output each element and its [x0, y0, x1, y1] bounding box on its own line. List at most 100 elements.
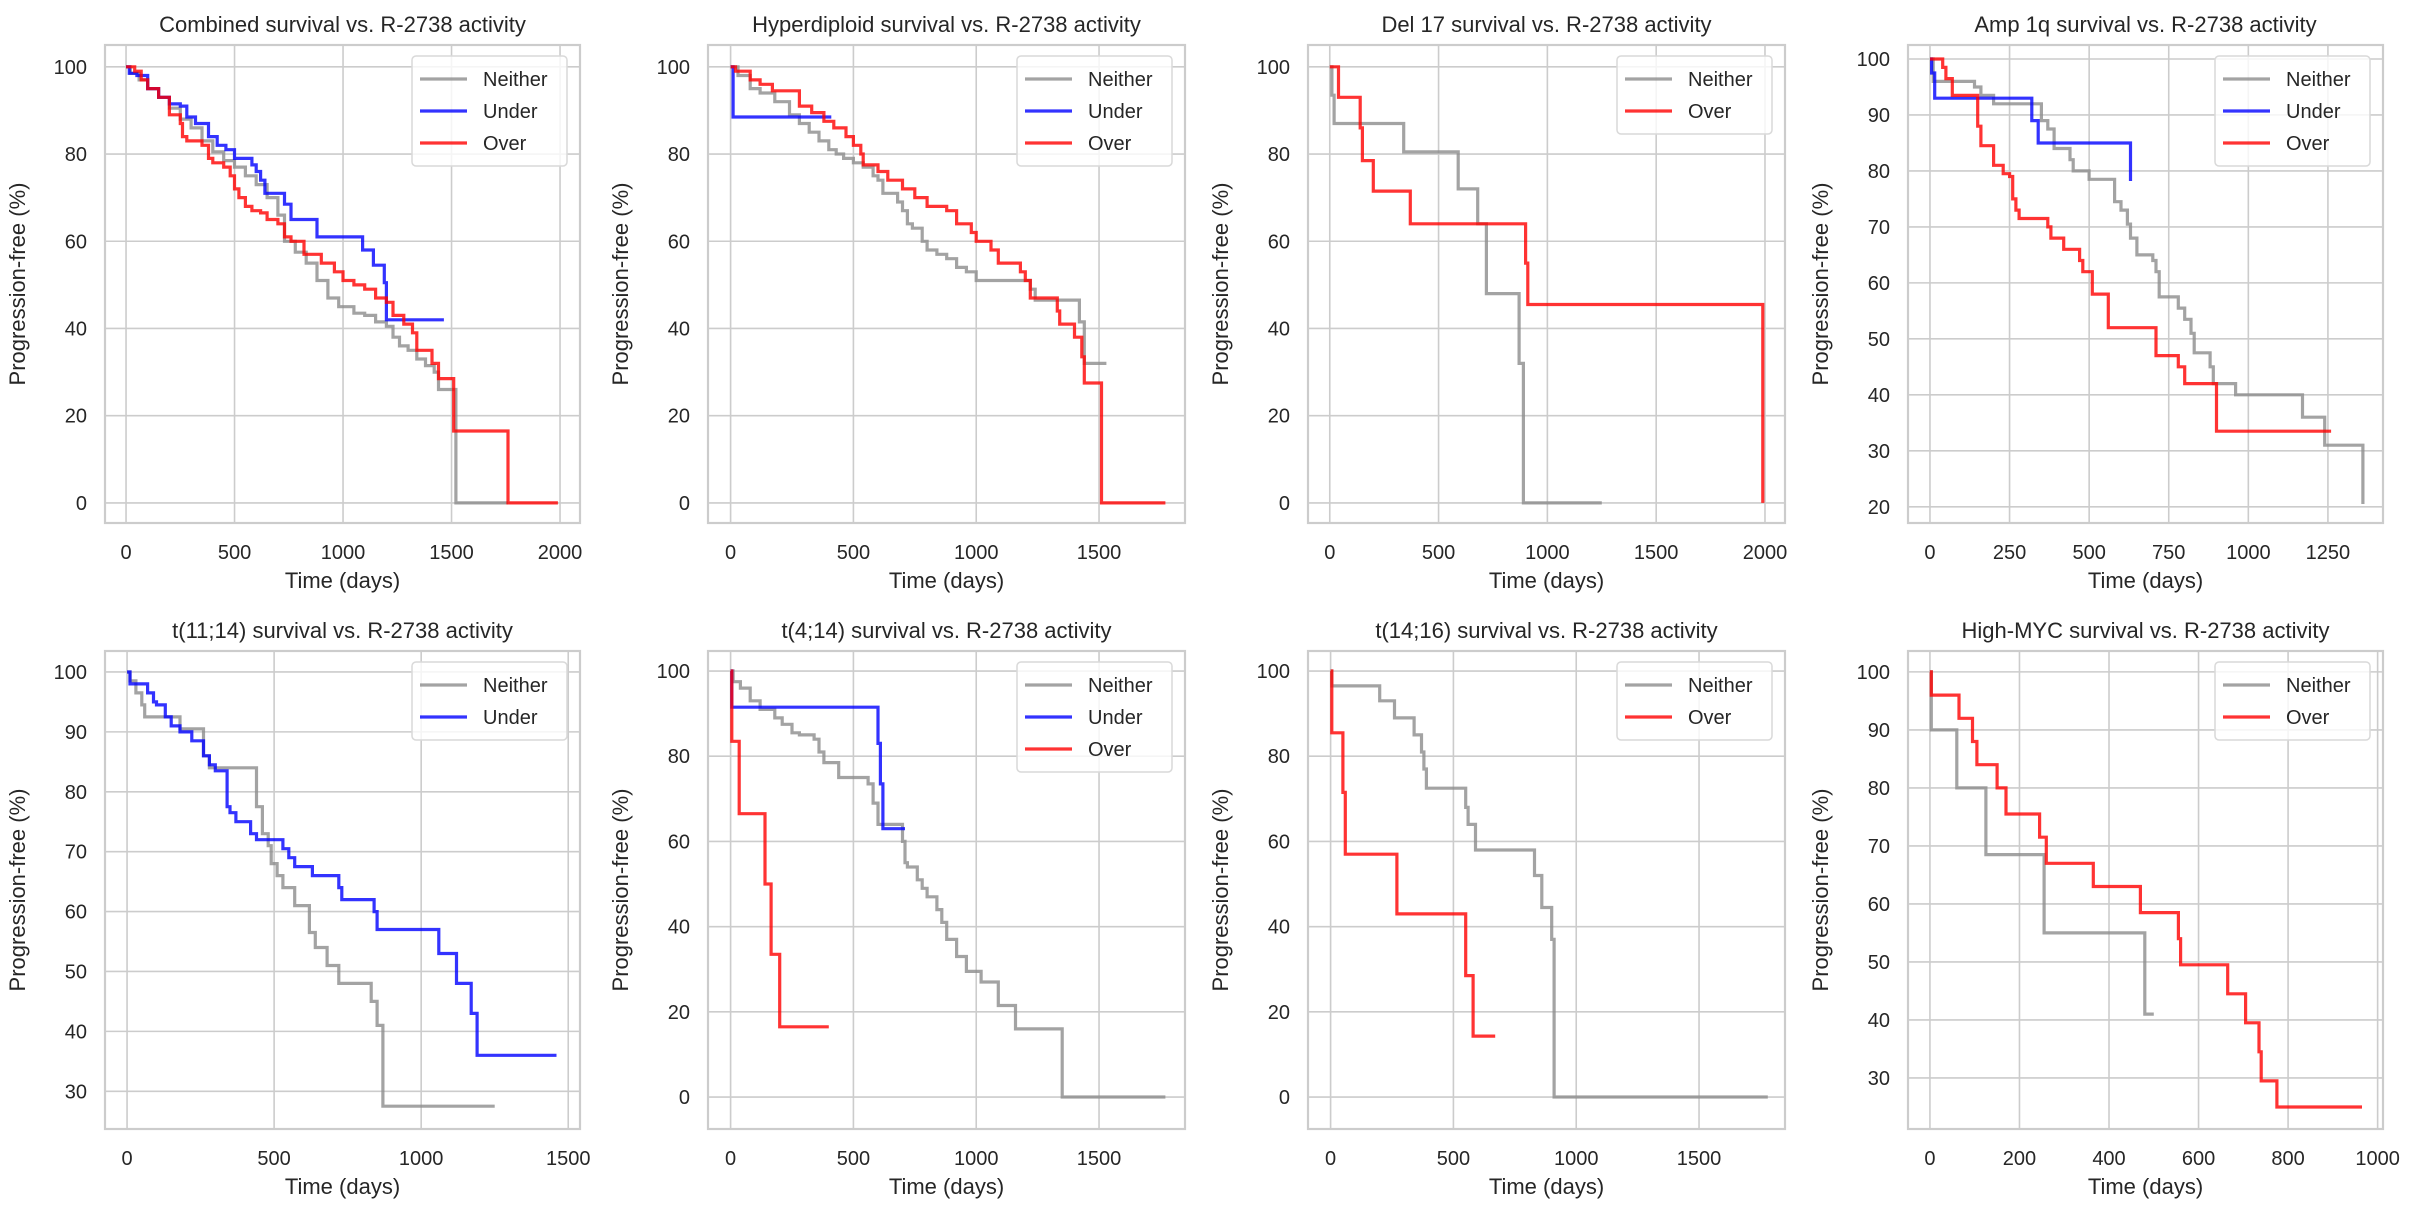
axes-frame	[706, 43, 1187, 525]
y-tick-label: 100	[1857, 662, 1890, 684]
km-curve-over	[1929, 670, 2362, 1109]
x-tick-label: 400	[2092, 1148, 2125, 1170]
x-axis-label: Time (days)	[889, 1174, 1004, 1199]
legend-label: Over	[1088, 739, 1132, 761]
y-tick-label: 20	[1268, 406, 1290, 428]
panel-title: Combined survival vs. R-2738 activity	[159, 12, 526, 37]
x-tick-label: 500	[837, 1148, 870, 1170]
x-tick-label: 1000	[399, 1148, 444, 1170]
x-axis-label: Time (days)	[2088, 568, 2203, 593]
legend-label: Over	[1688, 707, 1732, 729]
legend-label: Under	[1088, 101, 1143, 123]
y-tick-label: 100	[657, 57, 690, 79]
y-tick-label: 100	[1257, 57, 1290, 79]
panel-title: Amp 1q survival vs. R-2738 activity	[1974, 12, 2316, 37]
legend-label: Under	[2286, 101, 2341, 123]
legend: Neither Under Over	[1016, 661, 1173, 773]
km-curve-neither	[1329, 65, 1602, 505]
x-tick-label: 0	[1324, 542, 1335, 564]
km-curve-neither	[1330, 669, 1768, 1099]
km-curve-neither	[1929, 670, 2154, 1016]
x-axis-label: Time (days)	[2088, 1174, 2203, 1199]
y-tick-label: 80	[1268, 746, 1290, 768]
y-tick-label: 0	[679, 1087, 690, 1109]
legend-box	[411, 55, 568, 167]
km-curve-under	[127, 670, 557, 1057]
panel-7: t(14;16) survival vs. R-2738 activity 0 50…	[1208, 618, 1787, 1199]
panel-3: Del 17 survival vs. R-2738 activity 0 500 1…	[1208, 12, 1787, 593]
y-tick-label: 80	[65, 782, 87, 804]
km-curve-over	[730, 65, 1166, 505]
x-tick-label: 1000	[954, 542, 999, 564]
x-tick-label: 1000	[954, 1148, 999, 1170]
y-tick-label: 80	[1268, 144, 1290, 166]
x-tick-label: 750	[2152, 542, 2185, 564]
y-tick-label: 60	[1868, 894, 1890, 916]
y-tick-label: 60	[65, 902, 87, 924]
x-axis-label: Time (days)	[889, 568, 1004, 593]
x-axis-label: Time (days)	[1489, 1174, 1604, 1199]
legend: Neither Under Over	[1016, 55, 1173, 167]
legend-label: Over	[1088, 133, 1132, 155]
y-tick-label: 80	[65, 144, 87, 166]
x-axis-label: Time (days)	[1489, 568, 1604, 593]
y-tick-label: 60	[1868, 273, 1890, 295]
legend-box	[1016, 661, 1173, 773]
y-tick-label: 100	[54, 57, 87, 79]
legend-label: Over	[483, 133, 527, 155]
km-curve-over	[1930, 57, 2332, 433]
y-tick-label: 0	[1279, 493, 1290, 515]
legend-label: Neither	[483, 675, 548, 697]
legend: Neither Over	[1616, 661, 1773, 741]
x-axis-label: Time (days)	[285, 1174, 400, 1199]
y-tick-label: 40	[668, 318, 690, 340]
axes-frame	[103, 649, 582, 1131]
km-curve-under	[126, 65, 444, 322]
axes-frame	[1906, 649, 2385, 1131]
x-axis-label: Time (days)	[285, 568, 400, 593]
y-tick-label: 100	[1857, 49, 1890, 71]
y-axis-label: Progression-free (%)	[608, 789, 633, 992]
legend: Neither Under Over	[411, 55, 568, 167]
y-tick-label: 40	[1868, 1010, 1890, 1032]
y-tick-label: 60	[668, 831, 690, 853]
legend: Neither Over	[1616, 55, 1773, 135]
axes-frame	[103, 43, 582, 525]
legend-label: Neither	[2286, 675, 2351, 697]
x-tick-label: 500	[837, 542, 870, 564]
x-tick-label: 500	[218, 542, 251, 564]
legend: Neither Under Over	[2214, 55, 2371, 167]
x-tick-label: 1500	[1634, 542, 1679, 564]
y-tick-label: 80	[668, 144, 690, 166]
legend-label: Over	[2286, 707, 2330, 729]
km-curve-over	[1329, 65, 1765, 503]
km-curve-under	[1930, 57, 2133, 181]
panel-title: Del 17 survival vs. R-2738 activity	[1381, 12, 1711, 37]
y-tick-label: 100	[1257, 661, 1290, 683]
x-tick-label: 500	[1437, 1148, 1470, 1170]
x-tick-label: 600	[2182, 1148, 2215, 1170]
km-curve-neither	[127, 670, 495, 1108]
panel-8: High-MYC survival vs. R-2738 activity 0 20…	[1808, 618, 2400, 1199]
y-tick-label: 40	[1268, 917, 1290, 939]
panel-6: t(4;14) survival vs. R-2738 activity 0 500…	[608, 618, 1187, 1199]
y-axis-label: Progression-free (%)	[5, 183, 30, 386]
y-tick-label: 0	[1279, 1087, 1290, 1109]
y-tick-label: 100	[657, 661, 690, 683]
y-tick-label: 40	[668, 917, 690, 939]
x-tick-label: 0	[120, 542, 131, 564]
axes-frame	[706, 649, 1187, 1131]
y-tick-label: 0	[76, 493, 87, 515]
legend-label: Under	[1088, 707, 1143, 729]
x-tick-label: 500	[1422, 542, 1455, 564]
axes-frame	[1906, 43, 2385, 525]
y-axis-label: Progression-free (%)	[1808, 183, 1833, 386]
x-tick-label: 500	[257, 1148, 290, 1170]
legend-label: Neither	[1688, 675, 1753, 697]
y-tick-label: 90	[1868, 720, 1890, 742]
y-tick-label: 100	[54, 662, 87, 684]
x-tick-label: 250	[1993, 542, 2026, 564]
y-tick-label: 80	[668, 746, 690, 768]
x-tick-label: 0	[1924, 1148, 1935, 1170]
